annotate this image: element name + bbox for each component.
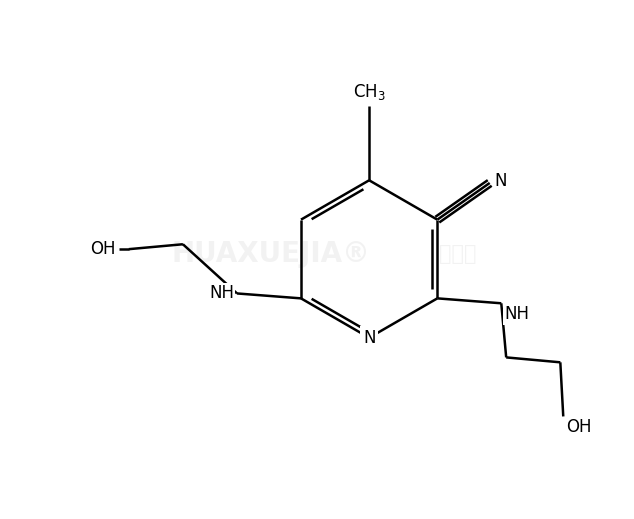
Text: OH: OH [91,240,116,258]
Text: OH: OH [566,418,592,436]
Text: N: N [363,329,375,347]
Text: 化学加: 化学加 [439,244,477,264]
Text: CH$_3$: CH$_3$ [353,81,385,102]
Text: N: N [495,172,507,190]
Text: NH: NH [504,305,529,323]
Text: NH: NH [209,284,234,303]
Text: HUAXUEJIA®: HUAXUEJIA® [171,240,370,268]
